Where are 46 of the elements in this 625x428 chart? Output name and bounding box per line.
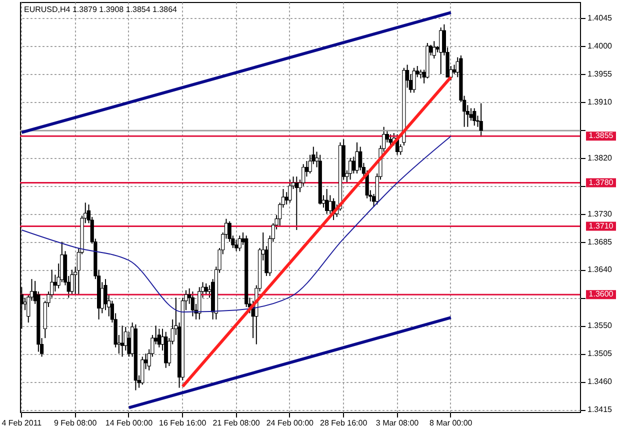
candlestick xyxy=(288,179,292,204)
candlestick xyxy=(234,239,238,252)
candlestick xyxy=(432,40,436,60)
x-tick-label: 3 Mar 08:00 xyxy=(376,418,420,428)
x-tick-label: 9 Feb 08:00 xyxy=(54,418,98,428)
candlestick xyxy=(190,290,194,317)
ref-line-label: 1.3710 xyxy=(588,221,614,230)
x-tick-label: 21 Feb 08:00 xyxy=(212,418,260,428)
y-tick-label: 1.3505 xyxy=(588,349,613,358)
chart-title: EURUSD,H4 1.3879 1.3908 1.3854 1.3864 xyxy=(24,5,178,14)
y-tick-label: 1.3460 xyxy=(588,377,613,386)
candlestick xyxy=(140,356,144,386)
y-tick-label: 1.4000 xyxy=(588,42,613,51)
y-tick-label: 1.3730 xyxy=(588,209,613,218)
y-tick-label: 1.3415 xyxy=(588,405,613,414)
x-tick-label: 24 Feb 00:00 xyxy=(266,418,314,428)
y-tick-label: 1.4045 xyxy=(588,14,613,23)
y-tick-label: 1.3910 xyxy=(588,98,613,107)
ref-line-label: 1.3780 xyxy=(588,178,614,187)
x-tick-label: 4 Feb 2011 xyxy=(2,418,42,428)
x-tick-label: 16 Feb 16:00 xyxy=(159,418,207,428)
y-tick-label: 1.3640 xyxy=(588,265,613,274)
candlestick xyxy=(479,102,483,138)
candlestick xyxy=(439,26,443,75)
candlestick xyxy=(325,188,329,214)
candlestick xyxy=(70,269,74,296)
ref-line-label: 1.3855 xyxy=(588,131,614,140)
candlestick xyxy=(120,325,124,358)
candlestick xyxy=(348,157,352,180)
y-tick-label: 1.3955 xyxy=(588,70,613,79)
candlestick xyxy=(452,64,456,75)
candlestick xyxy=(472,108,476,126)
line-series xyxy=(21,136,452,312)
candlestick xyxy=(204,282,208,296)
y-tick-label: 1.3820 xyxy=(588,153,613,162)
candlestick xyxy=(355,142,359,174)
x-tick-label: 14 Feb 00:00 xyxy=(105,418,154,428)
candlestick xyxy=(238,235,242,252)
y-tick-label: 1.3550 xyxy=(588,321,613,330)
y-tick-label: 1.3685 xyxy=(588,237,613,246)
x-tick-label: 8 Mar 00:00 xyxy=(430,418,473,428)
ref-line-label: 1.3600 xyxy=(588,290,614,299)
candlestick xyxy=(388,134,392,146)
candlestick xyxy=(365,170,369,199)
x-tick-label: 28 Feb 16:00 xyxy=(320,418,368,428)
candlestick xyxy=(412,67,416,94)
